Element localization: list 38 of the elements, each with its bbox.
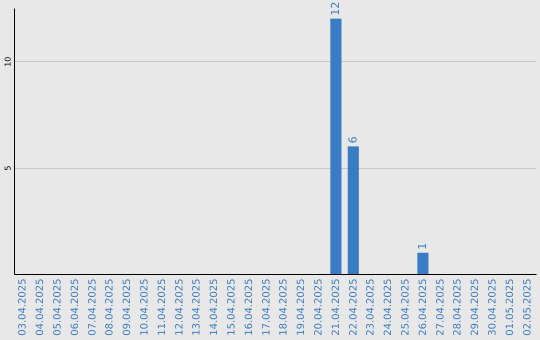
data-label: 1 xyxy=(416,242,429,250)
x-tick-label: 14.04.2025 xyxy=(209,278,220,336)
x-tick-label: 16.04.2025 xyxy=(244,278,255,336)
x-tick-label: 09.04.2025 xyxy=(122,278,134,336)
bar xyxy=(330,18,342,274)
x-tick-label: 29.04.2025 xyxy=(470,278,482,336)
x-tick-label: 11.04.2025 xyxy=(156,278,168,336)
x-tick-label: 20.04.2025 xyxy=(314,278,324,336)
x-tick-label: 15.04.2025 xyxy=(226,278,238,336)
x-tick-label: 17.04.2025 xyxy=(261,278,272,336)
x-tick-label: 13.04.2025 xyxy=(192,278,203,336)
x-tick-label: 23.04.2025 xyxy=(366,278,377,336)
x-tick-label: 07.04.2025 xyxy=(87,278,98,336)
x-tick-label: 05.04.2025 xyxy=(52,278,64,336)
y-tick-label: 10 xyxy=(4,56,12,67)
data-label: 6 xyxy=(346,136,360,144)
x-tick-label: 27.04.2025 xyxy=(435,278,446,336)
x-tick-label: 28.04.2025 xyxy=(452,278,464,336)
x-tick-label: 10.04.2025 xyxy=(140,278,150,336)
x-tick-label: 21.04.2025 xyxy=(330,278,342,336)
data-label: 12 xyxy=(328,2,342,16)
bar xyxy=(348,146,359,274)
x-tick-label: 04.04.2025 xyxy=(35,278,46,336)
x-tick-label: 12.04.2025 xyxy=(174,278,186,336)
x-tick-label: 26.04.2025 xyxy=(418,278,429,336)
x-tick-label: 01.05.2025 xyxy=(504,278,516,336)
x-tick-label: 06.04.2025 xyxy=(70,278,81,336)
x-tick-label: 18.04.2025 xyxy=(278,278,290,336)
x-tick-label: 03.04.2025 xyxy=(18,278,29,336)
x-tick-label: 02.05.2025 xyxy=(522,278,534,336)
x-tick-label: 08.04.2025 xyxy=(104,278,116,336)
y-tick-label: 5 xyxy=(4,166,12,171)
x-tick-label: 22.04.2025 xyxy=(348,278,360,336)
bar xyxy=(417,252,428,274)
x-tick-label: 24.04.2025 xyxy=(383,278,394,336)
x-tick-label: 25.04.2025 xyxy=(400,278,412,336)
x-tick-label: 19.04.2025 xyxy=(296,278,308,336)
x-tick-label: 30.04.2025 xyxy=(488,278,498,336)
